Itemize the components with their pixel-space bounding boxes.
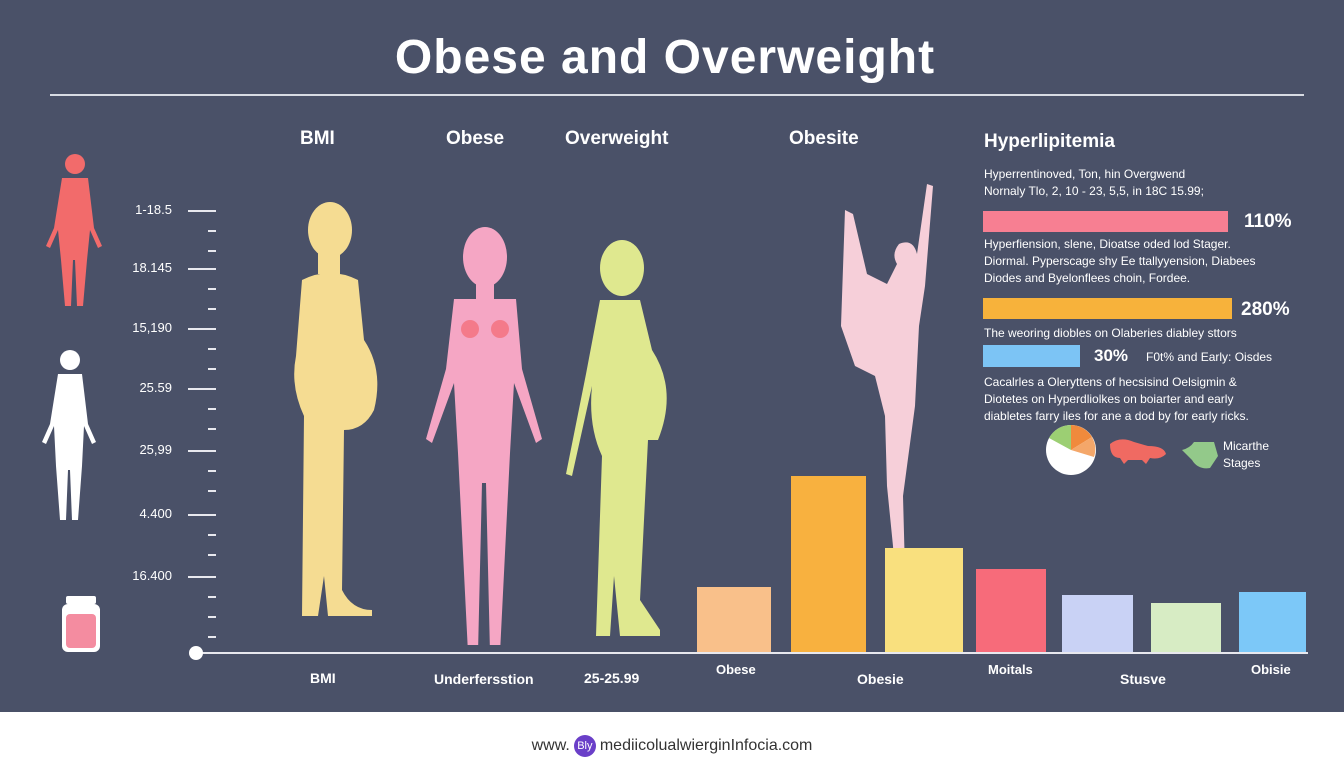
bar-4 [976, 569, 1046, 652]
right-heading: Hyperlipitemia [984, 131, 1115, 152]
x-label: Obisie [1251, 662, 1291, 677]
column-heading-obesite: Obesite [789, 128, 859, 149]
white-figure-icon [42, 350, 96, 520]
scale-major-tick [188, 388, 216, 390]
pie-chart-icon [1046, 424, 1096, 475]
scale-minor-tick [208, 636, 216, 638]
jar-icon [62, 596, 100, 652]
scale-label: 18.145 [132, 260, 172, 275]
text-line: Nornaly Tlo, 2, 10 - 23, 5,5, in 18C 15.… [984, 184, 1204, 198]
progress-bar-110 [983, 211, 1228, 232]
progress-bar-30 [983, 345, 1080, 367]
scale-label: 1-18.5 [135, 202, 172, 217]
scale-minor-tick [208, 616, 216, 618]
text-line: Diormal. Pyperscage shy Ee ttallyyension… [984, 254, 1256, 268]
url-domain: mediicolualwierginInfocia.com [599, 737, 813, 755]
text-line: Diotetes on Hyperdliolkes on boiarter an… [984, 392, 1234, 406]
icon-caption: Micarthe [1223, 439, 1270, 453]
title-divider [50, 94, 1304, 96]
scale-minor-tick [208, 596, 216, 598]
x-axis [196, 652, 1308, 654]
column-heading-overweight: Overweight [565, 128, 669, 149]
x-label: 25-25.99 [584, 670, 640, 686]
scale-major-tick [188, 328, 216, 330]
scale-minor-tick [208, 348, 216, 350]
percent-label: 280% [1241, 299, 1290, 320]
x-label: Obesie [857, 671, 904, 687]
obese-figure [426, 227, 542, 645]
text-line: Diodes and Byelonflees choin, Fordee. [984, 271, 1191, 285]
scale-major-tick [188, 514, 216, 516]
scale-label: 16.400 [132, 568, 172, 583]
bar-1 [697, 587, 771, 652]
scale-label: 25.59 [139, 380, 172, 395]
footer-url[interactable]: www. Bly mediicolualwierginInfocia.com [0, 735, 1344, 757]
scale-minor-tick [208, 308, 216, 310]
text-line: Cacalrles a Oleryttens of hecsisind Oels… [984, 375, 1237, 389]
scale-label: 15,190 [132, 320, 172, 335]
text-line: Hyperrentinoved, Ton, hin Overgwend [984, 167, 1186, 181]
scale-major-tick [188, 268, 216, 270]
x-label: Moitals [988, 662, 1033, 677]
overweight-figure [566, 240, 667, 636]
scale-minor-tick [208, 428, 216, 430]
column-heading-obese: Obese [446, 128, 505, 149]
x-label: Obese [716, 662, 756, 677]
scale-minor-tick [208, 554, 216, 556]
bar-7 [1239, 592, 1306, 652]
scale-label: 25,99 [139, 442, 172, 457]
scale-minor-tick [208, 368, 216, 370]
page-title: Obese and Overweight [394, 31, 936, 84]
scale-minor-tick [208, 490, 216, 492]
x-label: Underfersstion [434, 671, 534, 687]
scale-minor-tick [208, 288, 216, 290]
progress-bar-280 [983, 298, 1232, 319]
scale-minor-tick [208, 534, 216, 536]
red-figure-icon [46, 154, 102, 306]
scale-minor-tick [208, 250, 216, 252]
x-label: Stusve [1120, 671, 1166, 687]
scale-minor-tick [208, 230, 216, 232]
percent-label: 110% [1244, 211, 1292, 232]
scale-major-tick [188, 210, 216, 212]
bmi-figure [294, 202, 378, 616]
icon-caption: Stages [1223, 456, 1261, 470]
infographic-panel: Obese and Overweight BMI Obese Overweigh… [0, 0, 1344, 712]
percent-label: 30% [1094, 346, 1129, 365]
bar-note: F0t% and Early: Oisdes [1146, 350, 1273, 364]
url-prefix: www. [531, 737, 570, 755]
bar-5 [1062, 595, 1133, 652]
text-line: Hyperfiension, slene, Dioatse oded lod S… [984, 237, 1231, 251]
organ-icon [1110, 439, 1166, 464]
bar-2 [791, 476, 866, 652]
logo-badge: Bly [573, 735, 596, 757]
text-line: The weoring diobles on Olaberies diabley… [984, 326, 1237, 340]
bar-6 [1151, 603, 1221, 652]
x-label: BMI [310, 670, 336, 686]
scale-minor-tick [208, 408, 216, 410]
column-heading-bmi: BMI [300, 128, 335, 149]
scale-major-tick [188, 576, 216, 578]
scale-major-tick [188, 450, 216, 452]
obesite-figure [841, 184, 933, 640]
axis-origin-dot [189, 646, 203, 660]
scale-label: 4.400 [139, 506, 172, 521]
stomach-icon [1182, 442, 1218, 469]
scale-minor-tick [208, 470, 216, 472]
bar-3 [885, 548, 963, 652]
text-line: diabletes farry iles for ane a dod by fo… [984, 409, 1249, 423]
